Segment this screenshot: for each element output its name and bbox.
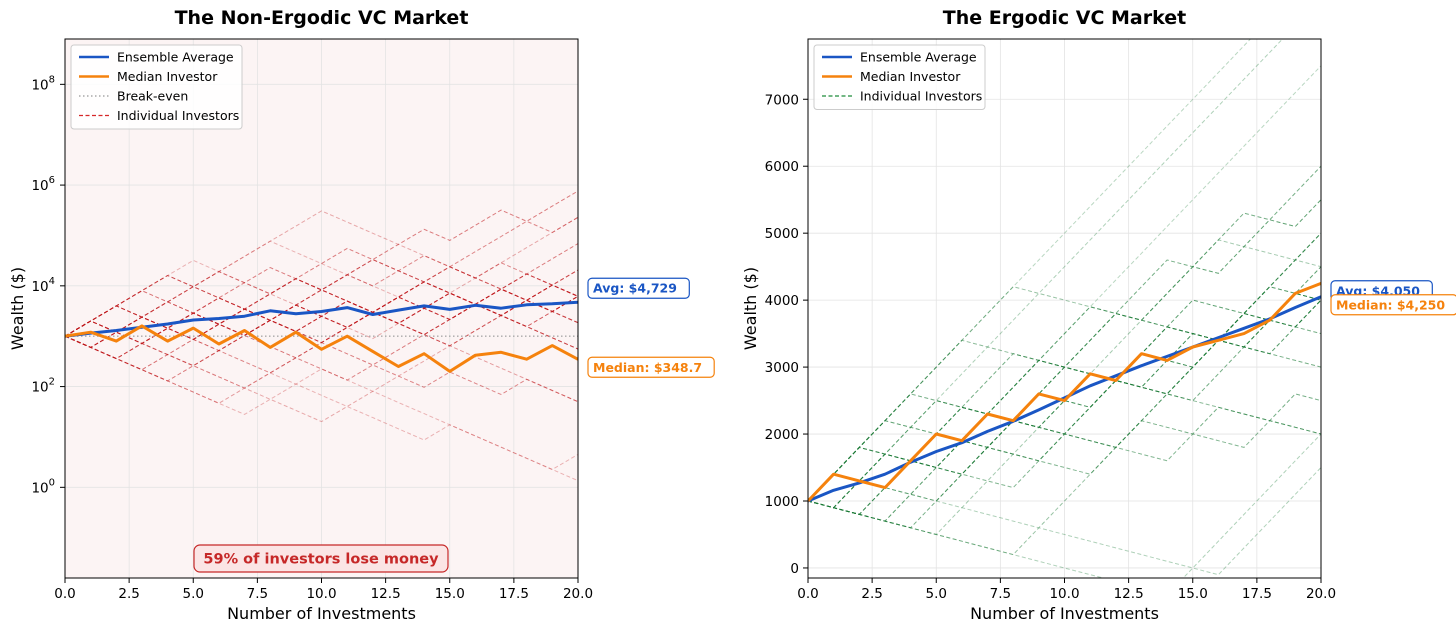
legend-label: Median Investor (860, 69, 961, 84)
individual-investor-line (65, 278, 578, 403)
legend-label: Individual Investors (117, 108, 239, 123)
individual-investor-line (65, 210, 578, 348)
annotation-box (193, 544, 449, 573)
x-tick-label: 20.0 (1306, 586, 1336, 602)
individual-investor-line (808, 339, 1321, 529)
series-line-ensemble-average (65, 300, 578, 338)
y-tick-label: 0 (790, 561, 799, 577)
individual-investor-line (65, 259, 578, 337)
individual-investor-line (65, 335, 578, 403)
x-tick-label: 5.0 (183, 586, 204, 602)
y-tick-label: 6000 (765, 159, 799, 175)
x-tick-label: 10.0 (306, 586, 336, 602)
x-tick-label: 5.0 (926, 586, 947, 602)
y-tick-label: 102 (31, 377, 55, 396)
individual-investor-line (808, 232, 1321, 502)
legend-label: Median Investor (117, 69, 218, 84)
individual-investor-line (65, 266, 578, 337)
value-callout: Median: $4,250 (1330, 294, 1456, 316)
individual-investor-line (808, 232, 1321, 556)
series-line-median-investor (808, 282, 1321, 503)
legend-box (813, 44, 986, 110)
x-tick-label: 20.0 (563, 586, 593, 602)
individual-investor-line (65, 335, 578, 471)
x-tick-label: 2.5 (118, 586, 139, 602)
x-tick-label: 12.5 (371, 586, 401, 602)
callout-box (587, 356, 715, 378)
value-callout: Avg: $4,729 (587, 277, 690, 299)
chart-title: The Non-Ergodic VC Market (175, 7, 469, 29)
y-tick-label: 1000 (765, 494, 799, 510)
callout-box (1330, 294, 1456, 316)
individual-investor-line (65, 299, 578, 423)
legend-label: Ensemble Average (860, 50, 977, 65)
x-tick-label: 7.5 (247, 586, 268, 602)
y-tick-label: 7000 (765, 92, 799, 108)
plot-area (808, 39, 1321, 578)
individual-investor-line (65, 320, 578, 482)
chart-panel-0: 0.0 2.5 5.0 7.5 10.0 12.5 15.0 17.5 20.0 100 102 10… (8, 7, 715, 623)
individual-investor-line (808, 39, 1284, 509)
legend-label: Break-even (117, 89, 188, 104)
y-tick-label: 4000 (765, 293, 799, 309)
y-axis-label: Wealth ($) (741, 267, 760, 350)
y-tick-label: 3000 (765, 360, 799, 376)
y-tick-label: 106 (31, 175, 55, 194)
x-tick-label: 15.0 (435, 586, 465, 602)
individual-investor-line (808, 420, 1321, 515)
legend-label: Ensemble Average (117, 50, 234, 65)
x-tick-label: 7.5 (990, 586, 1011, 602)
x-tick-label: 12.5 (1114, 586, 1144, 602)
x-tick-label: 17.5 (1242, 586, 1272, 602)
x-tick-label: 0.0 (54, 586, 75, 602)
callout-label: Avg: $4,729 (593, 281, 677, 296)
y-tick-label: 5000 (765, 226, 799, 242)
callout-box (587, 277, 690, 299)
series-line-ensemble-average (808, 295, 1321, 503)
callout-label: Median: $348.7 (593, 360, 702, 375)
y-axis-label: Wealth ($) (8, 267, 27, 350)
chart-title: The Ergodic VC Market (943, 7, 1186, 29)
chart-panel-1: 0.0 2.5 5.0 7.5 10.0 12.5 15.0 17.5 20.0 0 1000 200… (741, 7, 1456, 623)
legend-label: Individual Investors (860, 89, 982, 104)
x-tick-label: 2.5 (861, 586, 882, 602)
y-tick-label: 104 (31, 276, 55, 295)
individual-investor-line (65, 284, 578, 348)
x-tick-label: 0.0 (797, 586, 818, 602)
x-axis-label: Number of Investments (970, 604, 1159, 623)
x-tick-label: 15.0 (1178, 586, 1208, 602)
legend-box (70, 44, 243, 130)
series-line-median-investor (65, 324, 578, 373)
value-callout: Median: $348.7 (587, 356, 715, 378)
y-tick-label: 100 (31, 477, 55, 496)
x-tick-label: 17.5 (499, 586, 529, 602)
y-tick-label: 2000 (765, 427, 799, 443)
y-tick-label: 108 (31, 74, 55, 93)
callout-label: Median: $4,250 (1336, 297, 1445, 312)
individual-investor-line (808, 165, 1321, 502)
annotation-text: 59% of investors lose money (203, 552, 439, 568)
individual-investor-line (65, 303, 578, 382)
x-axis-label: Number of Investments (227, 604, 416, 623)
x-tick-label: 10.0 (1049, 586, 1079, 602)
individual-investor-line (808, 467, 1321, 576)
individual-investor-line (808, 232, 1321, 502)
plot-area (65, 190, 578, 482)
